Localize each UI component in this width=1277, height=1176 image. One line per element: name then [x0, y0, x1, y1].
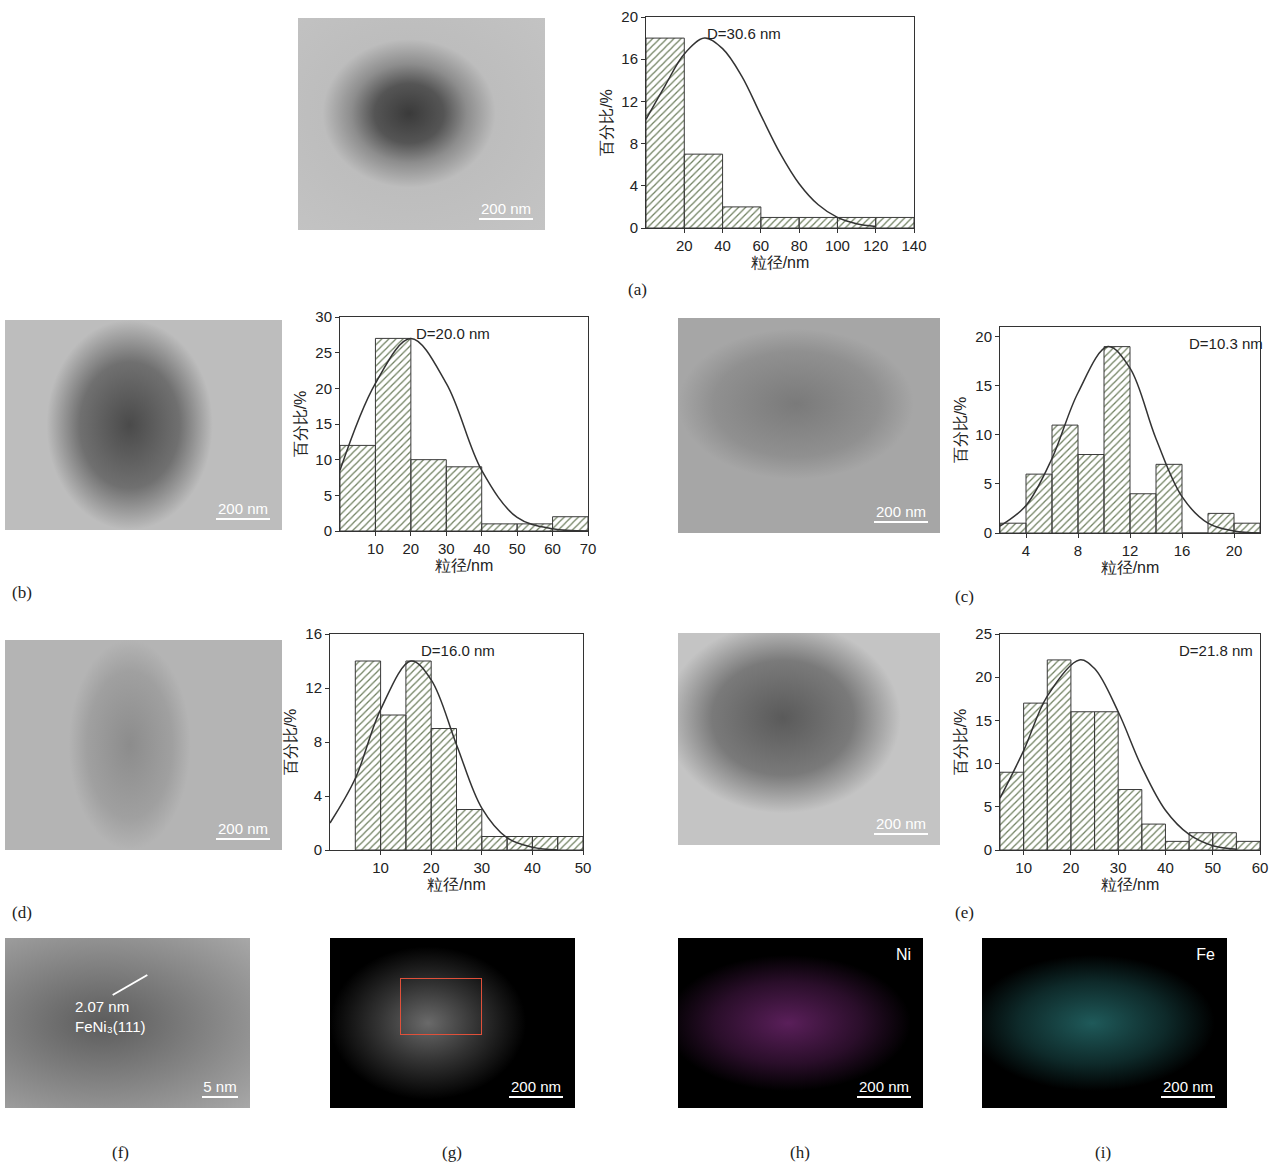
- svg-text:25: 25: [975, 625, 992, 642]
- svg-text:20: 20: [1063, 859, 1080, 876]
- svg-text:4: 4: [314, 787, 322, 804]
- html-text:(f): (f): [112, 1143, 129, 1162]
- svg-text:10: 10: [315, 451, 332, 468]
- svg-text:10: 10: [975, 426, 992, 443]
- svg-text:粒径/nm: 粒径/nm: [1101, 559, 1160, 576]
- svg-text:百分比/%: 百分比/%: [282, 709, 299, 776]
- html-text:Ni: Ni: [895, 946, 911, 963]
- svg-text:百分比/%: 百分比/%: [952, 397, 969, 464]
- svg-text:百分比/%: 百分比/%: [598, 89, 615, 156]
- svg-text:D=21.8 nm: D=21.8 nm: [1179, 642, 1253, 659]
- html-text:(c): (c): [955, 587, 974, 606]
- html-text:200 nm: 200 nm: [876, 503, 926, 520]
- svg-text:15: 15: [315, 415, 332, 432]
- svg-text:5: 5: [984, 475, 992, 492]
- html-text:(a): (a): [628, 280, 647, 299]
- svg-text:120: 120: [863, 237, 888, 254]
- svg-text:8: 8: [314, 733, 322, 750]
- svg-text:4: 4: [1022, 542, 1030, 559]
- svg-text:10: 10: [1015, 859, 1032, 876]
- html-text:(b): (b): [12, 583, 32, 602]
- svg-text:50: 50: [575, 859, 592, 876]
- svg-text:10: 10: [367, 540, 384, 557]
- svg-text:40: 40: [714, 237, 731, 254]
- svg-text:16: 16: [305, 625, 322, 642]
- svg-text:70: 70: [580, 540, 597, 557]
- svg-text:40: 40: [524, 859, 541, 876]
- svg-text:0: 0: [314, 841, 322, 858]
- html-text:200 nm: 200 nm: [1163, 1078, 1213, 1095]
- html-text:200 nm: 200 nm: [218, 820, 268, 837]
- svg-text:粒径/nm: 粒径/nm: [1101, 876, 1160, 893]
- svg-text:10: 10: [372, 859, 389, 876]
- svg-text:D=30.6 nm: D=30.6 nm: [707, 25, 781, 42]
- svg-text:D=16.0 nm: D=16.0 nm: [421, 642, 495, 659]
- html-text:200 nm: 200 nm: [859, 1078, 909, 1095]
- svg-text:20: 20: [676, 237, 693, 254]
- svg-text:40: 40: [473, 540, 490, 557]
- html-text:(i): (i): [1095, 1143, 1111, 1162]
- svg-text:20: 20: [621, 8, 638, 25]
- svg-text:12: 12: [305, 679, 322, 696]
- svg-text:140: 140: [901, 237, 926, 254]
- html-text:200 nm: 200 nm: [511, 1078, 561, 1095]
- svg-text:0: 0: [324, 522, 332, 539]
- svg-text:5: 5: [984, 798, 992, 815]
- html-text:(e): (e): [955, 903, 974, 922]
- html-text:5 nm: 5 nm: [203, 1078, 237, 1095]
- svg-text:60: 60: [544, 540, 561, 557]
- svg-text:20: 20: [975, 668, 992, 685]
- html-text:Fe: Fe: [1196, 946, 1215, 963]
- svg-text:25: 25: [315, 344, 332, 361]
- svg-text:60: 60: [1252, 859, 1269, 876]
- svg-text:30: 30: [315, 308, 332, 325]
- svg-text:粒径/nm: 粒径/nm: [751, 254, 810, 271]
- svg-text:20: 20: [403, 540, 420, 557]
- svg-text:12: 12: [621, 93, 638, 110]
- svg-text:80: 80: [791, 237, 808, 254]
- svg-text:5: 5: [324, 487, 332, 504]
- svg-text:30: 30: [438, 540, 455, 557]
- svg-text:20: 20: [1226, 542, 1243, 559]
- svg-text:4: 4: [630, 177, 638, 194]
- svg-text:12: 12: [1122, 542, 1139, 559]
- svg-text:20: 20: [975, 328, 992, 345]
- svg-text:15: 15: [975, 377, 992, 394]
- html-text:(d): (d): [12, 903, 32, 922]
- svg-text:8: 8: [630, 135, 638, 152]
- svg-text:20: 20: [315, 380, 332, 397]
- svg-text:10: 10: [975, 755, 992, 772]
- svg-text:百分比/%: 百分比/%: [292, 391, 309, 458]
- svg-text:100: 100: [825, 237, 850, 254]
- svg-text:30: 30: [473, 859, 490, 876]
- svg-text:粒径/nm: 粒径/nm: [435, 557, 494, 574]
- html-text:200 nm: 200 nm: [481, 200, 531, 217]
- svg-text:20: 20: [423, 859, 440, 876]
- html-text:2.07 nm: 2.07 nm: [75, 998, 130, 1015]
- svg-text:50: 50: [509, 540, 526, 557]
- html-text:200 nm: 200 nm: [876, 815, 926, 832]
- svg-text:D=10.3 nm: D=10.3 nm: [1189, 335, 1263, 352]
- svg-text:16: 16: [1174, 542, 1191, 559]
- html-text:(h): (h): [790, 1143, 810, 1162]
- svg-text:粒径/nm: 粒径/nm: [427, 876, 486, 893]
- svg-text:15: 15: [975, 712, 992, 729]
- html-text:(g): (g): [442, 1143, 462, 1162]
- html-text:FeNi₃(111): FeNi₃(111): [75, 1018, 146, 1035]
- svg-text:D=20.0 nm: D=20.0 nm: [416, 325, 490, 342]
- svg-text:百分比/%: 百分比/%: [952, 709, 969, 776]
- html-text:200 nm: 200 nm: [218, 500, 268, 517]
- svg-text:50: 50: [1204, 859, 1221, 876]
- svg-text:40: 40: [1157, 859, 1174, 876]
- svg-text:0: 0: [984, 841, 992, 858]
- svg-text:8: 8: [1074, 542, 1082, 559]
- svg-text:60: 60: [753, 237, 770, 254]
- svg-text:0: 0: [630, 219, 638, 236]
- svg-text:0: 0: [984, 524, 992, 541]
- svg-text:16: 16: [621, 50, 638, 67]
- svg-text:30: 30: [1110, 859, 1127, 876]
